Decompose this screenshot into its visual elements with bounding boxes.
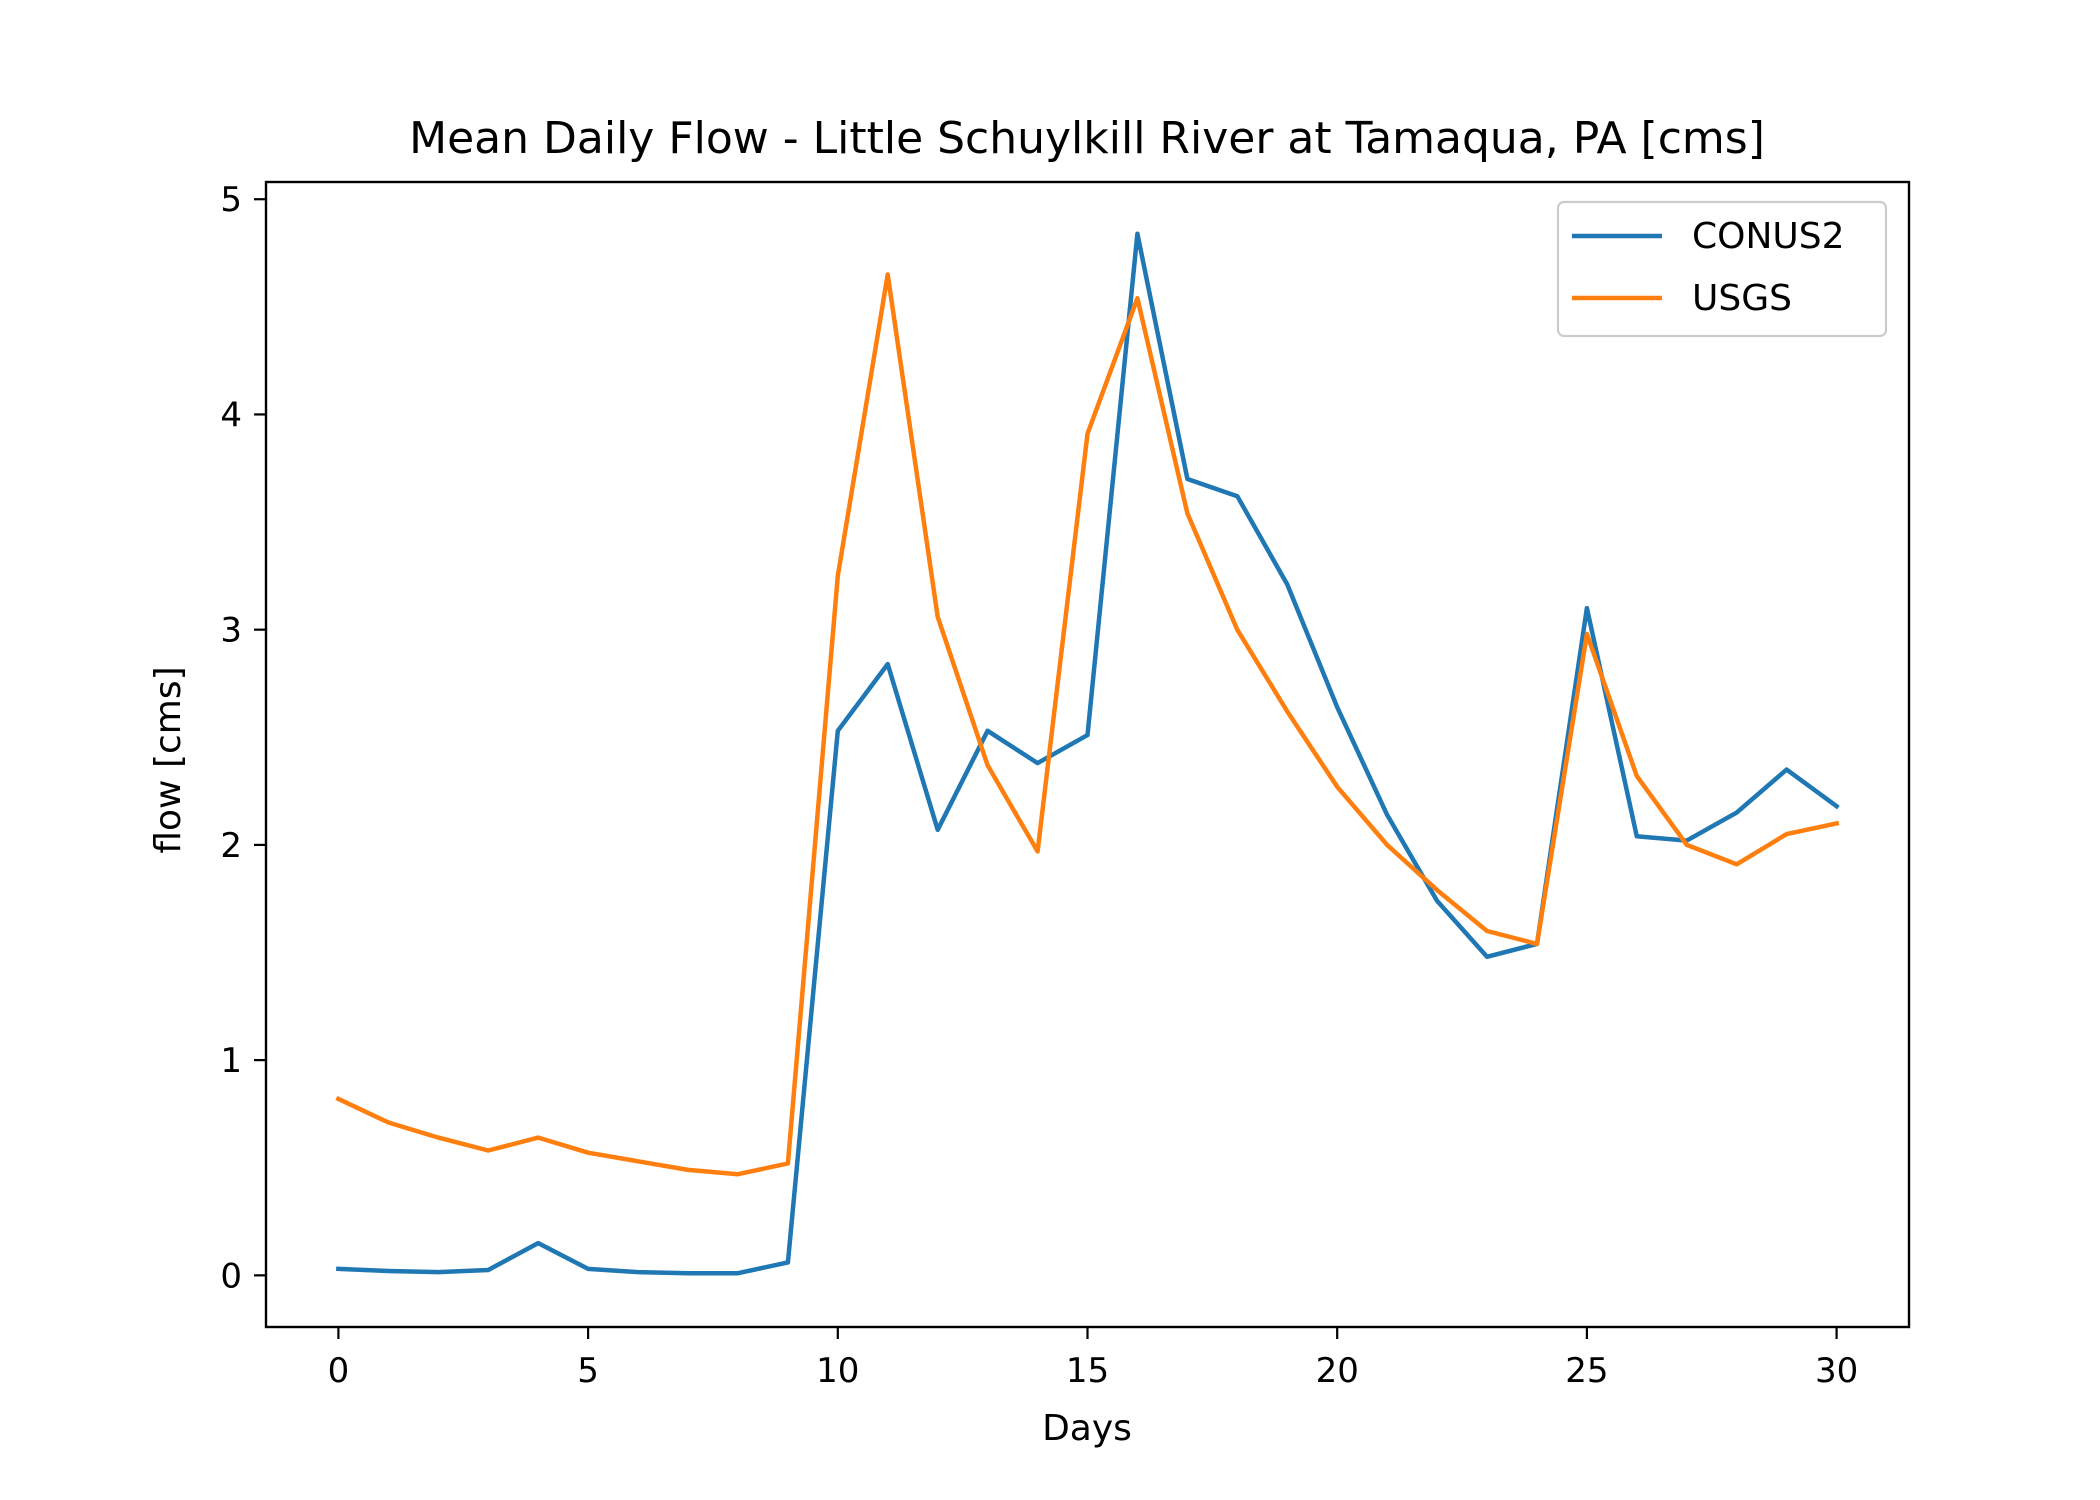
x-tick-label: 20 <box>1316 1351 1359 1391</box>
x-tick-label: 10 <box>816 1351 859 1391</box>
chart-title: Mean Daily Flow - Little Schuylkill Rive… <box>409 113 1765 164</box>
y-tick-label: 2 <box>220 826 242 866</box>
x-tick-label: 25 <box>1565 1351 1608 1391</box>
x-tick-label: 15 <box>1066 1351 1109 1391</box>
series-line-usgs <box>335 272 1840 1177</box>
x-tick-label: 5 <box>577 1351 599 1391</box>
y-tick-label: 1 <box>220 1041 242 1081</box>
series-line-conus2 <box>336 231 1840 1276</box>
x-tick-label: 30 <box>1815 1351 1858 1391</box>
x-tick-label: 0 <box>328 1351 350 1391</box>
axes-frame <box>264 180 1911 1329</box>
plot-area <box>264 180 1911 1329</box>
y-axis: 0 1 2 3 4 5 <box>220 180 266 1296</box>
y-tick-label: 5 <box>220 180 242 220</box>
legend-label-conus2: CONUS2 <box>1692 216 1845 257</box>
x-axis-label: Days <box>1042 1408 1132 1449</box>
x-axis: 0 5 10 15 20 25 30 <box>328 1327 1858 1391</box>
y-axis-label: flow [cms] <box>148 666 189 853</box>
y-tick-label: 0 <box>220 1256 242 1296</box>
y-tick-label: 3 <box>220 611 242 651</box>
y-tick-label: 4 <box>220 395 242 435</box>
legend: CONUS2 USGS <box>1556 200 1888 338</box>
legend-label-usgs: USGS <box>1692 278 1792 319</box>
